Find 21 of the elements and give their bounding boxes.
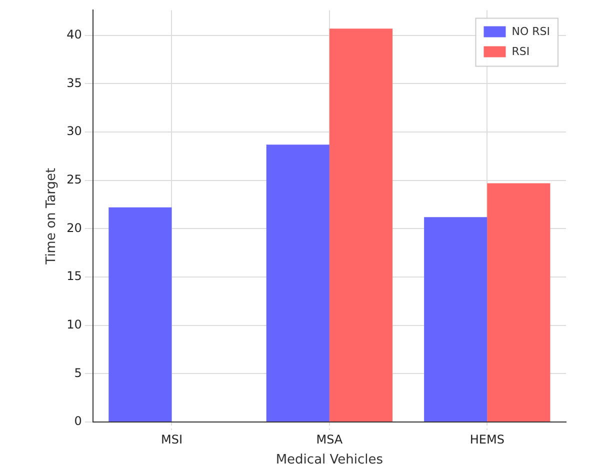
bar [108,207,172,422]
bar [424,217,488,422]
y-tick-label: 10 [66,317,82,332]
bar [487,183,550,422]
x-tick-label: HEMS [470,432,504,446]
bar [266,144,330,422]
y-tick-label: 25 [66,172,82,186]
y-tick-label: 30 [66,124,82,138]
y-axis-title: Time on Target [44,168,60,266]
y-tick-label: 20 [66,220,82,235]
y-tick-label: 5 [74,366,82,380]
legend-label: RSI [512,45,530,58]
x-tick-label: MSI [160,432,182,446]
y-tick-label: 40 [66,27,82,42]
bar [329,28,393,422]
x-tick-label: MSA [316,432,344,446]
legend-label: NO RSI [512,25,550,38]
x-axis-title: Medical Vehicles [276,452,384,468]
y-tick-label: 0 [74,414,82,428]
y-tick-label: 35 [66,76,82,90]
y-tick-label: 15 [66,269,82,284]
